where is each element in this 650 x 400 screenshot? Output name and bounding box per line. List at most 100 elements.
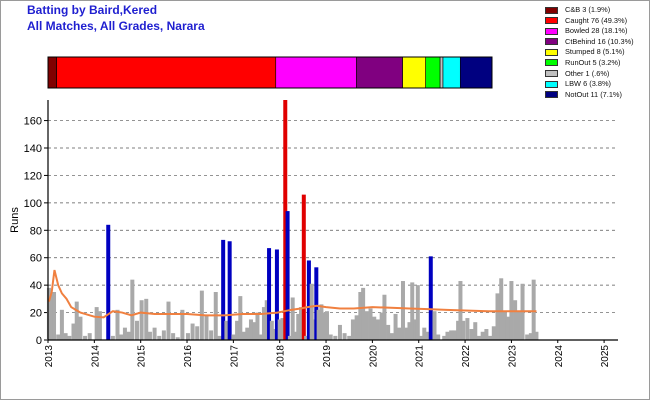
y-tick-label: 140 <box>24 143 42 155</box>
innings-bar <box>161 330 166 340</box>
innings-bar <box>364 311 369 340</box>
chart-title: Batting by Baird,Kered <box>27 3 158 17</box>
innings-bar <box>87 333 92 340</box>
innings-bar <box>389 333 394 340</box>
innings-bar <box>442 335 447 340</box>
innings-bar <box>204 315 209 340</box>
highlight-bar <box>301 194 306 340</box>
innings-bar <box>528 333 533 340</box>
innings-bar <box>375 319 380 340</box>
innings-bar <box>290 297 295 340</box>
innings-bar <box>78 316 83 340</box>
innings-bar <box>495 293 500 340</box>
legend-item: NotOut 11 (7.1%) <box>545 90 649 101</box>
innings-bar <box>261 307 266 340</box>
innings-bar <box>304 335 309 340</box>
innings-bar <box>456 320 461 340</box>
legend-swatch <box>545 80 558 88</box>
x-tick-label: 2022 <box>461 345 472 368</box>
innings-bar <box>473 322 478 340</box>
y-tick-label: 0 <box>36 335 42 347</box>
legend-swatch <box>545 38 558 46</box>
innings-bar <box>309 283 314 340</box>
notout-bar <box>274 249 279 340</box>
innings-bar <box>97 311 102 340</box>
innings-bar <box>322 312 327 340</box>
innings-bar <box>419 335 424 340</box>
innings-bar <box>119 334 124 340</box>
dismissal-strip-border <box>47 56 493 89</box>
x-tick-label: 2019 <box>322 345 333 368</box>
innings-bar <box>426 331 430 340</box>
innings-bar <box>386 324 391 340</box>
y-tick-label: 100 <box>24 198 42 210</box>
innings-bar <box>342 333 347 340</box>
innings-bar <box>404 327 409 340</box>
innings-bar <box>476 335 481 340</box>
innings-bar <box>49 294 54 340</box>
legend-item: Other 1 (.6%) <box>545 69 649 80</box>
innings-bar <box>74 301 79 340</box>
legend: C&B 3 (1.9%) Caught 76 (49.3%) Bowled 28 (… <box>545 5 649 100</box>
notout-bar <box>227 241 232 340</box>
legend-swatch <box>545 27 558 35</box>
innings-bar <box>432 311 437 340</box>
innings-bar <box>277 319 282 340</box>
x-tick-label: 2014 <box>90 345 101 368</box>
innings-bar <box>209 330 214 340</box>
innings-bar <box>217 335 222 340</box>
innings-bar <box>144 298 149 340</box>
innings-bar <box>134 320 139 340</box>
legend-swatch <box>545 59 558 67</box>
legend-label: Other 1 (.6%) <box>565 68 610 78</box>
legend-label: CtBehind 16 (10.3%) <box>565 36 634 46</box>
legend-label: Caught 76 (49.3%) <box>565 15 628 25</box>
innings-bar <box>480 331 485 340</box>
innings-bar <box>415 285 420 340</box>
innings-bar <box>171 333 176 340</box>
dismissal-segment <box>356 56 403 89</box>
innings-bar <box>372 316 377 340</box>
innings-bar <box>361 287 366 340</box>
innings-bar <box>224 320 229 340</box>
innings-bar <box>255 312 260 340</box>
legend-label: Stumped 8 (5.1%) <box>565 47 625 57</box>
innings-bar <box>110 335 115 340</box>
notout-bar <box>314 267 319 340</box>
legend-label: Bowled 28 (18.1%) <box>565 26 628 36</box>
dismissal-segment <box>425 56 441 89</box>
innings-bar <box>59 309 64 340</box>
innings-bar <box>296 313 301 340</box>
innings-bar <box>505 316 510 340</box>
innings-bar <box>67 335 72 340</box>
innings-bar <box>259 334 264 340</box>
legend-item: C&B 3 (1.9%) <box>545 5 649 16</box>
x-tick-label: 2017 <box>229 345 240 368</box>
legend-label: RunOut 5 (3.2%) <box>565 57 621 67</box>
innings-bar <box>180 309 185 340</box>
innings-bar <box>126 331 131 340</box>
legend-item: RunOut 5 (3.2%) <box>545 58 649 69</box>
innings-bar <box>502 311 507 340</box>
y-tick-label: 120 <box>24 170 42 182</box>
notout-bar <box>285 211 290 340</box>
y-tick-label: 160 <box>24 116 42 128</box>
innings-bar <box>469 329 474 340</box>
innings-bar <box>94 307 99 340</box>
innings-bar <box>252 322 257 340</box>
legend-item: Stumped 8 (5.1%) <box>545 47 649 58</box>
dismissal-segment <box>47 56 57 89</box>
innings-bar <box>46 287 51 340</box>
innings-bar <box>185 333 190 340</box>
innings-bar <box>393 313 398 340</box>
x-tick-label: 2020 <box>368 345 379 368</box>
notout-bar <box>106 224 111 340</box>
innings-bar <box>461 320 466 340</box>
innings-bar <box>368 308 373 340</box>
innings-bar <box>264 300 269 340</box>
innings-bar <box>445 331 450 340</box>
legend-swatch <box>545 70 558 78</box>
innings-bar <box>287 335 292 340</box>
innings-bar <box>379 312 384 340</box>
innings-bar <box>534 331 539 340</box>
